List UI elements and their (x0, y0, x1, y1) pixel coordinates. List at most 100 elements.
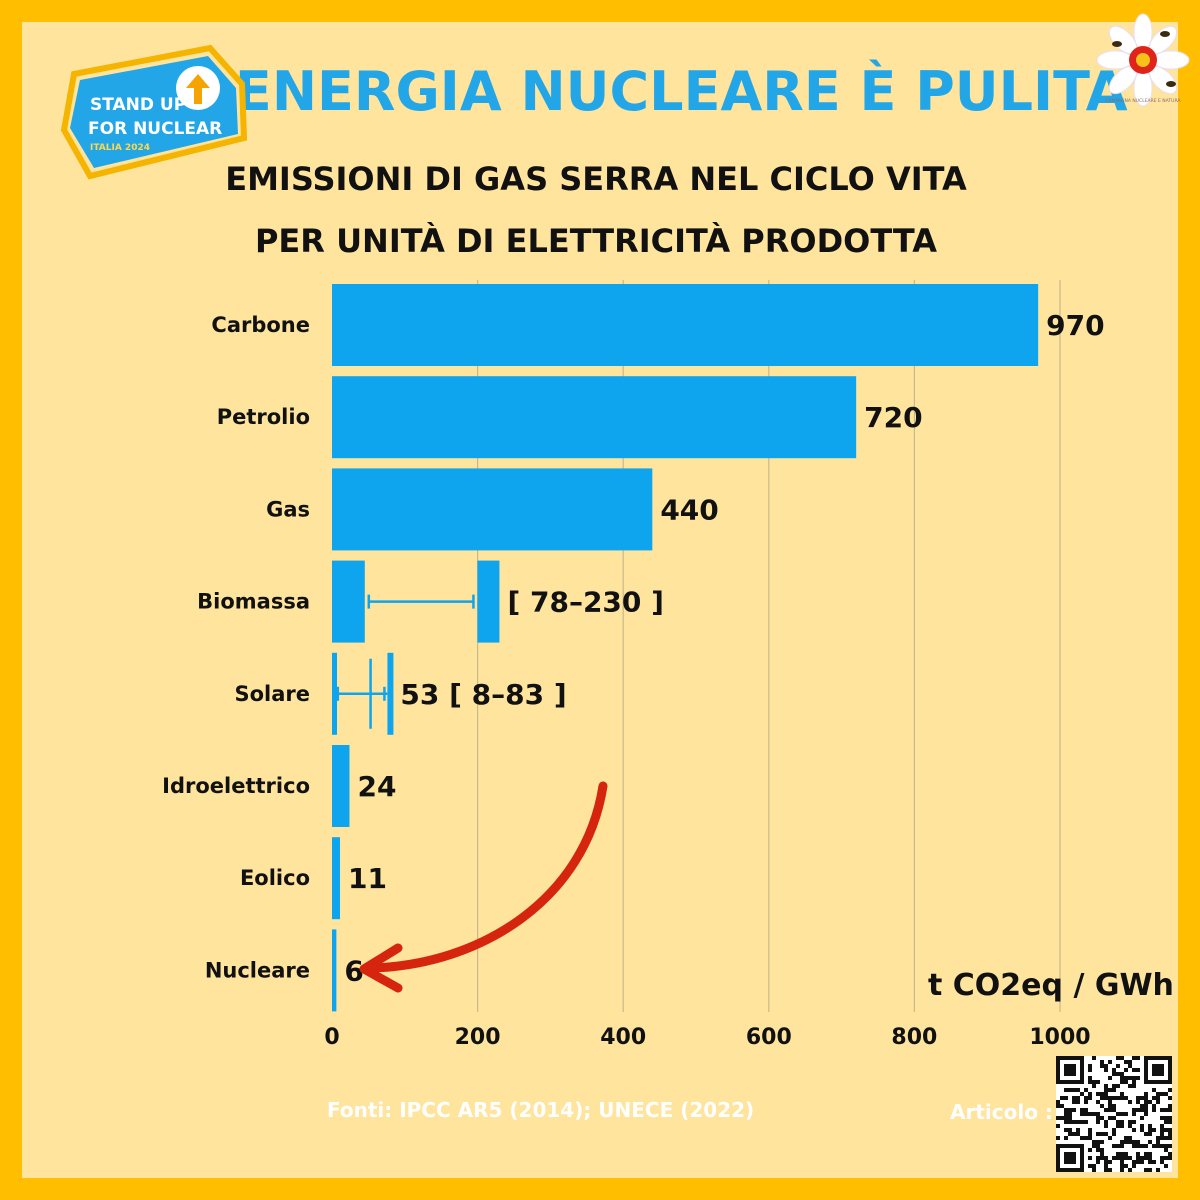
bar (332, 745, 350, 827)
qr-module (1148, 1168, 1152, 1172)
chart-subtitle-line-1: EMISSIONI DI GAS SERRA NEL CICLO VITA (225, 160, 967, 198)
qr-module (1088, 1080, 1092, 1084)
qr-module (1120, 1168, 1124, 1172)
bar (332, 284, 1039, 366)
qr-module (1144, 1152, 1148, 1156)
qr-module (1104, 1132, 1108, 1136)
qr-module (1168, 1104, 1172, 1108)
qr-module (1136, 1108, 1140, 1112)
qr-module (1088, 1156, 1092, 1160)
qr-module (1088, 1128, 1092, 1132)
qr-module (1076, 1100, 1080, 1104)
qr-module (1148, 1132, 1152, 1136)
bar (332, 837, 341, 920)
qr-finder (1152, 1064, 1164, 1076)
qr-module (1168, 1156, 1172, 1160)
qr-module (1096, 1144, 1100, 1148)
qr-module (1124, 1164, 1128, 1168)
qr-module (1112, 1072, 1116, 1076)
bee-icon (1112, 31, 1176, 87)
qr-module (1160, 1132, 1164, 1136)
x-tick-label: 400 (600, 1025, 646, 1050)
qr-module (1104, 1084, 1108, 1088)
qr-code-icon[interactable] (1056, 1056, 1172, 1172)
qr-module (1112, 1084, 1116, 1088)
qr-module (1064, 1116, 1068, 1120)
qr-module (1116, 1124, 1120, 1128)
qr-module (1140, 1096, 1144, 1100)
qr-module (1088, 1064, 1092, 1068)
qr-module (1148, 1128, 1152, 1132)
qr-module (1112, 1116, 1116, 1120)
qr-module (1100, 1096, 1104, 1100)
qr-module (1092, 1168, 1096, 1172)
qr-module (1084, 1088, 1088, 1092)
qr-module (1152, 1088, 1156, 1092)
x-tick-label: 600 (746, 1025, 792, 1050)
article-label[interactable]: Articolo : (950, 1100, 1053, 1124)
qr-module (1160, 1116, 1164, 1120)
qr-module (1100, 1060, 1104, 1064)
qr-module (1160, 1108, 1164, 1112)
qr-module (1168, 1116, 1172, 1120)
qr-module (1140, 1128, 1144, 1132)
qr-module (1168, 1088, 1172, 1092)
qr-module (1068, 1120, 1072, 1124)
qr-module (1120, 1140, 1124, 1144)
qr-module (1164, 1116, 1168, 1120)
qr-module (1104, 1124, 1108, 1128)
qr-module (1116, 1084, 1120, 1088)
data-label: 440 (660, 493, 718, 526)
qr-module (1144, 1144, 1148, 1148)
qr-module (1120, 1076, 1124, 1080)
qr-module (1064, 1120, 1068, 1124)
qr-module (1136, 1160, 1140, 1164)
category-label: Petrolio (217, 405, 310, 429)
category-label: Nucleare (205, 958, 310, 982)
qr-module (1140, 1116, 1144, 1120)
qr-module (1124, 1076, 1128, 1080)
qr-module (1156, 1092, 1160, 1096)
qr-module (1132, 1120, 1136, 1124)
qr-module (1064, 1088, 1068, 1092)
qr-module (1100, 1092, 1104, 1096)
qr-module (1112, 1128, 1116, 1132)
qr-module (1156, 1100, 1160, 1104)
qr-module (1156, 1136, 1160, 1140)
qr-module (1148, 1124, 1152, 1128)
qr-module (1112, 1156, 1116, 1160)
qr-module (1112, 1108, 1116, 1112)
qr-module (1068, 1128, 1072, 1132)
bar (332, 560, 365, 643)
qr-module (1096, 1100, 1100, 1104)
logo-line-3: ITALIA 2024 (90, 143, 150, 153)
qr-module (1084, 1108, 1088, 1112)
qr-module (1128, 1064, 1132, 1068)
data-label: 720 (864, 401, 922, 434)
qr-module (1104, 1160, 1108, 1164)
qr-module (1092, 1056, 1096, 1060)
logo-line-2: FOR NUCLEAR (88, 119, 222, 139)
qr-module (1116, 1072, 1120, 1076)
qr-module (1108, 1160, 1112, 1164)
qr-module (1152, 1144, 1156, 1148)
qr-module (1056, 1100, 1060, 1104)
qr-module (1056, 1136, 1060, 1140)
qr-module (1152, 1104, 1156, 1108)
category-label: Gas (266, 497, 310, 521)
qr-module (1140, 1160, 1144, 1164)
qr-module (1124, 1060, 1128, 1064)
qr-module (1144, 1168, 1148, 1172)
qr-module (1124, 1136, 1128, 1140)
qr-module (1120, 1160, 1124, 1164)
qr-module (1132, 1128, 1136, 1132)
bar (332, 468, 653, 551)
qr-module (1132, 1160, 1136, 1164)
qr-module (1072, 1088, 1076, 1092)
stand-up-for-nuclear-logo: STAND UP FOR NUCLEAR ITALIA 2024 (60, 44, 248, 180)
qr-module (1168, 1144, 1172, 1148)
qr-module (1116, 1112, 1120, 1116)
qr-module (1104, 1164, 1108, 1168)
qr-module (1068, 1132, 1072, 1136)
